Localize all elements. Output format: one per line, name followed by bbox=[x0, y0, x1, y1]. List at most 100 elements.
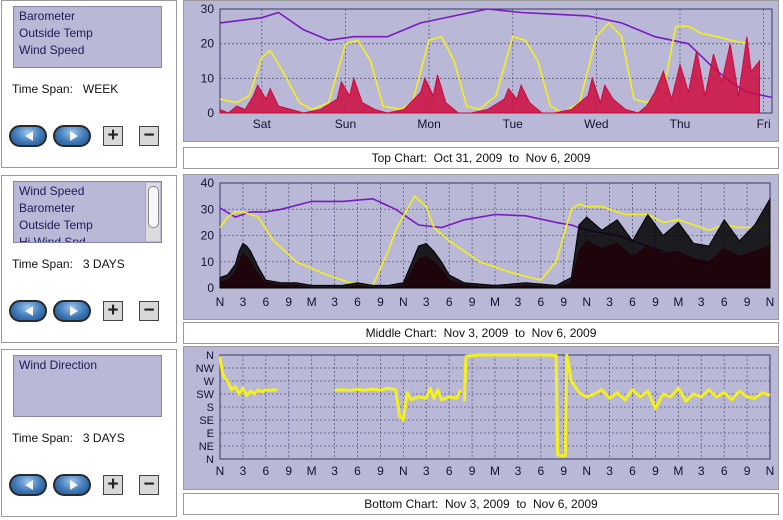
x-tick-label: 3 bbox=[240, 295, 247, 309]
x-tick-label: 6 bbox=[262, 464, 269, 478]
zoom-out-button[interactable]: − bbox=[139, 126, 159, 146]
listbox-scrollbar[interactable] bbox=[145, 183, 160, 241]
x-tick-label: Fri bbox=[757, 117, 771, 131]
next-button[interactable] bbox=[53, 125, 91, 147]
x-tick-label: M bbox=[673, 295, 683, 309]
y-tick-label: SW bbox=[196, 389, 214, 401]
top-chart[interactable]: 0 10 20 30 Sat Sun Mon Tue Wed Thu Fri bbox=[183, 0, 779, 142]
bottom-chart[interactable]: N NE E SE S SW W NW N N 3 6 9 M 3 6 9 N 3 6 9 M 3 6 9 N 3 6 9 M 3 6 9 N bbox=[183, 346, 779, 490]
x-tick-label: Mon bbox=[417, 117, 440, 131]
x-tick-label: M bbox=[307, 295, 317, 309]
control-panel-bottom: Wind Direction Time Span: 3 DAYS + − bbox=[1, 349, 177, 517]
previous-button[interactable] bbox=[9, 125, 47, 147]
y-tick-label: E bbox=[207, 428, 214, 440]
x-tick-label: N bbox=[399, 464, 408, 478]
list-item[interactable]: Wind Direction bbox=[19, 358, 98, 372]
y-tick-label: NE bbox=[199, 441, 214, 453]
x-tick-label: Wed bbox=[584, 117, 608, 131]
time-span-middle: Time Span: 3 DAYS bbox=[12, 257, 125, 271]
top-chart-caption: Top Chart: Oct 31, 2009 to Nov 6, 2009 bbox=[183, 147, 779, 169]
x-tick-label: M bbox=[490, 295, 500, 309]
series-listbox-bottom[interactable]: Wind Direction bbox=[13, 355, 162, 417]
y-tick-label: NW bbox=[196, 363, 215, 375]
list-item[interactable]: Hi Wind Spd bbox=[19, 235, 86, 243]
list-item[interactable]: Barometer bbox=[19, 201, 76, 215]
x-tick-label: M bbox=[307, 464, 317, 478]
zoom-in-button[interactable]: + bbox=[103, 475, 123, 495]
middle-chart[interactable]: 0 10 20 30 40 N 3 6 9 M 3 6 9 N 3 6 9 M 3 6 9 N 3 6 9 M 3 6 9 N bbox=[183, 174, 779, 320]
x-tick-label: N bbox=[216, 464, 225, 478]
zoom-out-button[interactable]: − bbox=[139, 475, 159, 495]
x-tick-label: 3 bbox=[331, 295, 338, 309]
x-tick-label: Thu bbox=[670, 117, 691, 131]
scrollbar-thumb[interactable] bbox=[148, 186, 159, 228]
previous-button[interactable] bbox=[9, 474, 47, 496]
x-tick-label: 6 bbox=[537, 464, 544, 478]
x-tick-label: 9 bbox=[469, 295, 476, 309]
previous-button[interactable] bbox=[9, 300, 47, 322]
x-tick-label: 3 bbox=[698, 464, 705, 478]
time-span-value: 3 DAYS bbox=[82, 257, 125, 271]
x-tick-label: 3 bbox=[423, 464, 430, 478]
right-arrow-icon bbox=[70, 131, 78, 141]
x-tick-label: 3 bbox=[606, 295, 613, 309]
x-tick-label: Tue bbox=[503, 117, 524, 131]
x-tick-label: 6 bbox=[629, 295, 636, 309]
x-tick-label: N bbox=[582, 464, 591, 478]
y-tick-label: S bbox=[207, 402, 214, 414]
time-span-bottom: Time Span: 3 DAYS bbox=[12, 431, 125, 445]
left-arrow-icon bbox=[25, 480, 33, 490]
next-button[interactable] bbox=[53, 474, 91, 496]
zoom-out-button[interactable]: − bbox=[139, 301, 159, 321]
x-tick-label: 3 bbox=[331, 464, 338, 478]
series-listbox-middle[interactable]: Wind Speed Barometer Outside Temp Hi Win… bbox=[13, 181, 162, 243]
zoom-in-button[interactable]: + bbox=[103, 301, 123, 321]
time-span-label: Time Span: bbox=[12, 82, 73, 96]
list-item[interactable]: Barometer bbox=[19, 9, 76, 23]
x-tick-label: 9 bbox=[285, 464, 292, 478]
list-item[interactable]: Wind Speed bbox=[19, 184, 85, 198]
y-tick-label: 0 bbox=[207, 106, 214, 120]
x-tick-label: N bbox=[399, 295, 408, 309]
time-span-top: Time Span: WEEK bbox=[12, 82, 118, 96]
x-tick-label: 6 bbox=[354, 295, 361, 309]
x-tick-label: Sat bbox=[253, 117, 272, 131]
x-tick-label: 9 bbox=[560, 295, 567, 309]
series-wind-direction bbox=[462, 353, 771, 458]
x-tick-label: 9 bbox=[652, 295, 659, 309]
top-chart-svg: 0 10 20 30 Sat Sun Mon Tue Wed Thu Fri bbox=[184, 1, 778, 141]
x-tick-label: 6 bbox=[354, 464, 361, 478]
y-tick-label: 20 bbox=[201, 37, 215, 51]
x-tick-label: 9 bbox=[285, 295, 292, 309]
left-arrow-icon bbox=[25, 131, 33, 141]
time-span-label: Time Span: bbox=[12, 431, 73, 445]
x-tick-label: 9 bbox=[744, 464, 751, 478]
next-button[interactable] bbox=[53, 300, 91, 322]
x-tick-label: N bbox=[216, 295, 225, 309]
x-tick-label: N bbox=[766, 295, 775, 309]
list-item[interactable]: Outside Temp bbox=[19, 26, 93, 40]
x-tick-label: 3 bbox=[606, 464, 613, 478]
y-tick-label: N bbox=[206, 454, 214, 466]
zoom-in-button[interactable]: + bbox=[103, 126, 123, 146]
x-tick-label: 6 bbox=[537, 295, 544, 309]
x-tick-label: 6 bbox=[721, 464, 728, 478]
y-tick-label: 0 bbox=[207, 281, 214, 295]
series-wind-direction bbox=[334, 386, 462, 422]
list-item[interactable]: Wind Speed bbox=[19, 43, 85, 57]
series-listbox-top[interactable]: Barometer Outside Temp Wind Speed bbox=[13, 6, 162, 68]
list-item[interactable]: Outside Temp bbox=[19, 218, 93, 232]
x-tick-label: M bbox=[490, 464, 500, 478]
y-tick-label: 30 bbox=[201, 2, 215, 16]
middle-chart-caption: Middle Chart: Nov 3, 2009 to Nov 6, 2009 bbox=[183, 322, 779, 344]
y-tick-label: 20 bbox=[201, 229, 215, 243]
x-tick-label: 6 bbox=[262, 295, 269, 309]
series-wind-direction bbox=[218, 356, 278, 397]
x-tick-label: 9 bbox=[377, 464, 384, 478]
y-tick-label: 10 bbox=[201, 71, 215, 85]
chart-background bbox=[184, 347, 778, 489]
x-tick-label: Sun bbox=[335, 117, 356, 131]
time-span-value: 3 DAYS bbox=[82, 431, 125, 445]
time-span-label: Time Span: bbox=[12, 257, 73, 271]
